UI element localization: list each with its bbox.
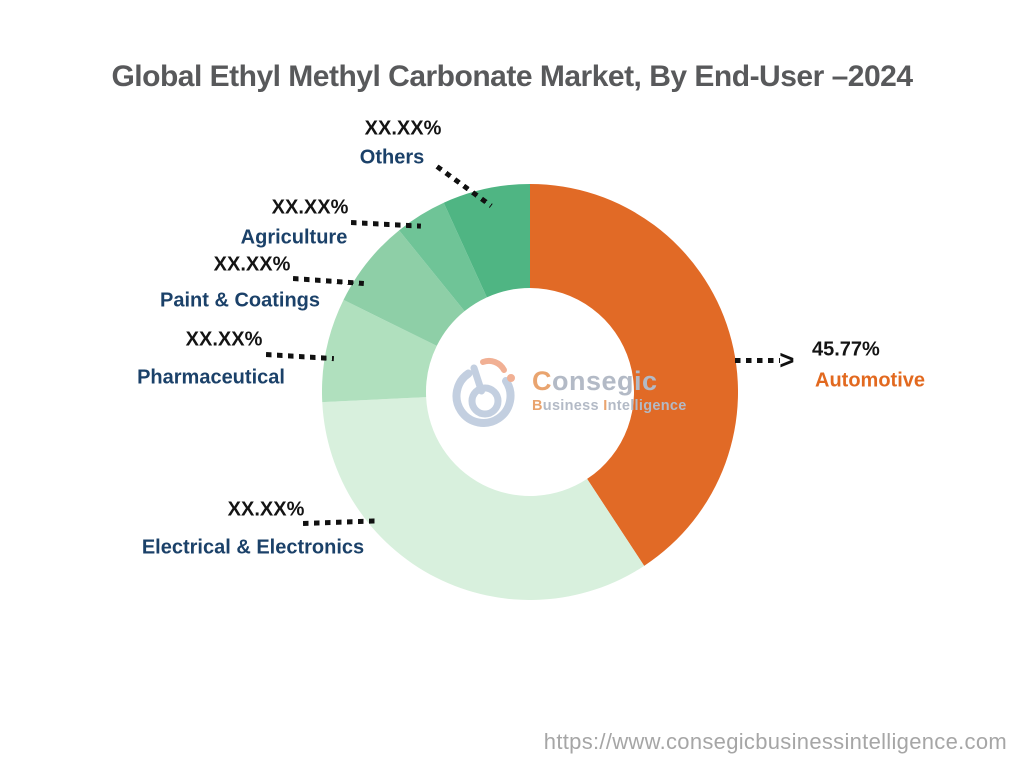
donut-chart — [322, 184, 738, 600]
website-url: https://www.consegicbusinessintelligence… — [543, 729, 1007, 754]
donut-segment-others — [443, 184, 530, 298]
logo-tagline: Business Intelligence — [532, 397, 687, 414]
paint-coatings-percent-label: XX.XX% — [213, 253, 291, 276]
donut-svg — [322, 184, 738, 600]
automotive-percent-label: 45.77% — [812, 338, 880, 361]
donut-segment-agriculture — [399, 202, 487, 312]
automotive-category-label: Automotive — [815, 369, 925, 392]
logo-wordmark: Consegic — [532, 366, 658, 397]
donut-segment-pharmaceutical — [322, 299, 437, 403]
pharmaceutical-percent-label: XX.XX% — [185, 328, 263, 351]
donut-segment-paint-coatings — [343, 230, 465, 346]
agriculture-category-label: Agriculture — [240, 226, 348, 249]
electrical-electronics-percent-label: XX.XX% — [227, 498, 305, 521]
donut-segment-electrical-electronics — [322, 397, 645, 600]
electrical-electronics-category-label: Electrical & Electronics — [141, 536, 365, 559]
chart-title: Global Ethyl Methyl Carbonate Market, By… — [111, 60, 913, 93]
others-percent-label: XX.XX% — [364, 117, 442, 140]
paint-coatings-category-label: Paint & Coatings — [159, 289, 321, 312]
pharmaceutical-category-label: Pharmaceutical — [137, 366, 285, 389]
agriculture-percent-label: XX.XX% — [271, 196, 349, 219]
donut-segment-automotive — [530, 184, 738, 566]
others-category-label: Others — [359, 146, 425, 169]
automotive-connector-line — [735, 358, 780, 363]
consegic-logo: Consegic Business Intelligence — [447, 349, 687, 433]
consegic-logo-icon — [452, 357, 515, 427]
consegic-logo-text: Consegic Business Intelligence — [532, 366, 687, 415]
automotive-arrow-icon: > — [779, 345, 795, 375]
